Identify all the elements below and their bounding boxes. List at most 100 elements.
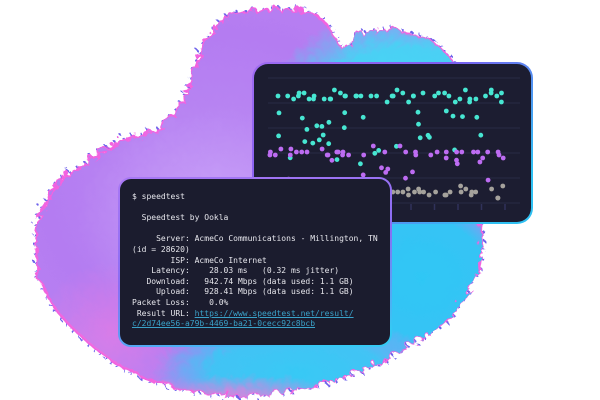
data-dot (417, 135, 423, 141)
data-dot (496, 152, 502, 158)
data-dot (397, 143, 403, 149)
data-dot (328, 96, 334, 102)
data-dot (436, 90, 441, 96)
data-dot (475, 149, 481, 155)
data-dot (316, 137, 322, 143)
terminal-text: Latency: 28.03 ms (0.32 ms jitter) (132, 266, 340, 276)
data-dot (376, 148, 382, 153)
data-dot (500, 183, 506, 189)
data-dot (334, 149, 340, 155)
data-dot (310, 140, 316, 146)
data-dot (406, 192, 411, 198)
data-dot (499, 99, 504, 105)
data-dot (291, 96, 296, 102)
data-dot (405, 186, 411, 192)
data-dot (304, 127, 310, 132)
data-dot (463, 87, 468, 93)
data-dot (413, 152, 419, 158)
data-dot (301, 90, 307, 96)
data-dot (321, 96, 327, 102)
terminal-text: Packet Loss: 0.0% (132, 297, 229, 307)
data-dot (346, 152, 351, 158)
data-dot (394, 143, 399, 149)
data-dot (287, 152, 293, 158)
data-dot (384, 99, 390, 105)
data-dot (443, 192, 449, 198)
terminal-line: Result URL: https://www.speedtest.net/re… (132, 309, 390, 320)
result-url-link[interactable]: c/2d74ee56-a79b-4469-ba21-0cecc92c8bcb (132, 319, 316, 329)
data-dot (473, 96, 479, 102)
data-dot (469, 189, 475, 195)
data-dot (340, 152, 345, 158)
data-dot (368, 93, 374, 99)
data-dot (374, 93, 379, 99)
data-dot (403, 175, 408, 181)
data-dot (467, 99, 472, 105)
data-dot (275, 93, 281, 99)
data-dot (427, 134, 432, 140)
data-dot (454, 149, 459, 155)
data-dot (302, 139, 308, 144)
data-dot (278, 146, 284, 152)
data-dot (403, 149, 409, 155)
terminal-text: (id = 28620) (132, 244, 190, 254)
terminal-text: Upload: 928.41 Mbps (data used: 1.1 GB) (132, 287, 354, 297)
data-dot (338, 90, 343, 96)
terminal-window: $ speedtest Speedtest by Ookla Server: A… (118, 177, 392, 347)
data-dot (294, 149, 299, 155)
data-dot (358, 93, 364, 99)
data-dot (296, 93, 301, 99)
result-url-link[interactable]: https://www.speedtest.net/result/ (194, 308, 354, 318)
terminal-line: Download: 942.74 Mbps (data used: 1.1 GB… (132, 277, 390, 288)
data-dot (459, 149, 465, 155)
terminal-line: Upload: 928.41 Mbps (data used: 1.1 GB) (132, 287, 390, 298)
data-dot (379, 165, 384, 171)
data-dot (326, 141, 332, 147)
data-dot (354, 93, 359, 99)
data-dot (488, 90, 494, 96)
data-dot (443, 149, 449, 155)
data-dot (416, 121, 421, 127)
data-dot (329, 157, 335, 163)
terminal-line: $ speedtest (132, 192, 390, 203)
data-dot (272, 152, 278, 158)
data-dot (304, 149, 310, 155)
data-dot (489, 186, 494, 192)
terminal-line (132, 224, 390, 235)
data-dot (420, 90, 426, 96)
data-dot (458, 189, 464, 195)
data-dot (332, 87, 337, 93)
data-dot (372, 150, 378, 156)
data-dot (341, 125, 347, 131)
terminal-output: $ speedtest Speedtest by Ookla Server: A… (120, 179, 390, 345)
data-dot (500, 155, 506, 161)
data-dot (319, 124, 325, 129)
data-dot (410, 169, 415, 175)
data-dot (360, 172, 366, 178)
data-dot (480, 155, 486, 161)
terminal-line: ISP: AcmeCo Internet (132, 256, 390, 267)
data-dot (276, 133, 281, 139)
terminal-line: Latency: 28.03 ms (0.32 ms jitter) (132, 266, 390, 277)
data-dot (454, 161, 460, 167)
data-dot (485, 177, 491, 183)
data-dot (390, 93, 396, 99)
terminal-text: Download: 942.74 Mbps (data used: 1.1 GB… (132, 276, 354, 286)
data-dot (306, 96, 312, 102)
data-dot (370, 143, 376, 149)
data-dot (285, 93, 291, 99)
cloud-pink-bottom-edge (120, 372, 350, 393)
data-dot (288, 146, 294, 152)
data-dot (446, 93, 452, 99)
data-dot (426, 192, 432, 198)
data-dot (412, 189, 417, 195)
data-dot (394, 87, 400, 93)
data-dot (443, 108, 449, 114)
data-dot (276, 110, 282, 116)
data-dot (485, 149, 491, 155)
terminal-line: Server: AcmeCo Communications - Millingt… (132, 234, 390, 245)
data-dot (443, 155, 449, 161)
data-dot (457, 96, 463, 102)
terminal-line (132, 203, 390, 214)
data-dot (267, 152, 273, 158)
